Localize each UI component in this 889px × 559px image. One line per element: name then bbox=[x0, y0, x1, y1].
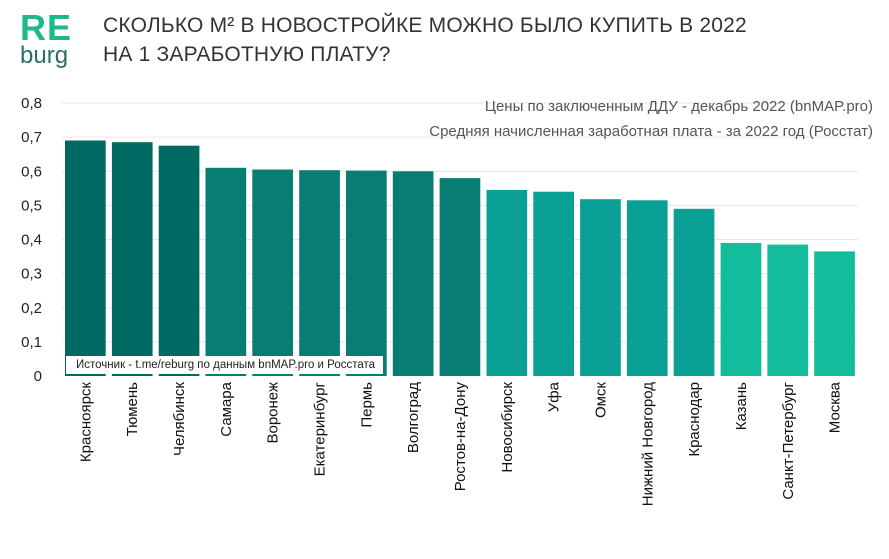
category-label: Омск bbox=[593, 382, 610, 418]
bar bbox=[767, 244, 809, 376]
y-tick-label: 0,2 bbox=[21, 300, 42, 317]
y-tick-label: 0,3 bbox=[21, 266, 42, 283]
source-caption: Источник - t.me/reburg по данным bnMAP.p… bbox=[66, 356, 384, 374]
logo-burg-text: burg bbox=[20, 42, 69, 69]
y-tick-label: 0,5 bbox=[21, 197, 42, 214]
y-tick-label: 0,1 bbox=[21, 334, 42, 351]
bar bbox=[533, 191, 574, 376]
salary-note: Средняя начисленная заработная плата - з… bbox=[429, 123, 873, 140]
category-label: Челябинск bbox=[171, 382, 188, 456]
y-tick-label: 0,4 bbox=[21, 232, 42, 249]
category-label: Самара bbox=[218, 381, 235, 436]
category-label: Пермь bbox=[358, 382, 375, 428]
category-label: Тюмень bbox=[124, 382, 141, 437]
category-label: Санкт-Петербург bbox=[780, 381, 797, 499]
bar bbox=[673, 208, 715, 376]
chart-title-line-2: НА 1 ЗАРАБОТНУЮ ПЛАТУ? bbox=[103, 43, 391, 66]
chart-bars bbox=[65, 140, 855, 376]
bar bbox=[720, 242, 762, 376]
bar bbox=[346, 170, 387, 376]
bar bbox=[205, 167, 247, 376]
chart-title-line-1: СКОЛЬКО М² В НОВОСТРОЙКЕ МОЖНО БЫЛО КУПИ… bbox=[103, 14, 747, 37]
category-label: Волгоград bbox=[405, 382, 422, 453]
prices-note: Цены по заключенным ДДУ - декабрь 2022 (… bbox=[484, 98, 873, 115]
reburg-logo: RE burg bbox=[20, 10, 80, 68]
y-tick-label: 0,6 bbox=[21, 163, 42, 180]
chart-title: СКОЛЬКО М² В НОВОСТРОЙКЕ МОЖНО БЫЛО КУПИ… bbox=[103, 11, 803, 69]
category-label: Воронеж bbox=[265, 382, 282, 444]
bar bbox=[439, 178, 481, 376]
category-label: Красноярск bbox=[77, 382, 94, 463]
logo-re-text: RE bbox=[20, 7, 73, 48]
y-axis-ticks: 0 0,1 0,2 0,3 0,4 0,5 0,6 0,7 0,8 bbox=[21, 95, 42, 385]
bar bbox=[111, 142, 153, 376]
y-tick-label: 0,7 bbox=[21, 129, 42, 146]
bar bbox=[392, 171, 434, 376]
category-label: Краснодар bbox=[686, 382, 703, 457]
bar bbox=[299, 170, 340, 376]
x-axis-categories: Красноярск Тюмень Челябинск Самара Воронеж Ек… bbox=[77, 381, 843, 506]
category-label: Ростов-на-Дону bbox=[452, 382, 469, 492]
bar bbox=[65, 140, 106, 376]
category-label: Казань bbox=[733, 382, 750, 430]
y-tick-label: 0 bbox=[34, 368, 42, 385]
bar bbox=[626, 200, 668, 376]
category-label: Москва bbox=[827, 381, 844, 433]
bar bbox=[158, 145, 200, 376]
bar bbox=[580, 199, 621, 376]
bar bbox=[814, 251, 855, 376]
category-label: Екатеринбург bbox=[312, 381, 329, 476]
y-tick-label: 0,8 bbox=[21, 95, 42, 112]
bar bbox=[486, 190, 528, 376]
category-label: Уфа bbox=[546, 381, 563, 412]
category-label: Новосибирск bbox=[499, 382, 516, 473]
category-label: Нижний Новгород bbox=[639, 382, 656, 506]
bar bbox=[252, 169, 293, 376]
